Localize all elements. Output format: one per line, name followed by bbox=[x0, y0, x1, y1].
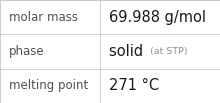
Text: melting point: melting point bbox=[9, 79, 88, 92]
Text: (at STP): (at STP) bbox=[150, 47, 187, 56]
Text: molar mass: molar mass bbox=[9, 11, 78, 24]
Text: solid: solid bbox=[109, 44, 152, 59]
Text: 69.988 g/mol: 69.988 g/mol bbox=[109, 10, 206, 25]
Text: 271 °C: 271 °C bbox=[109, 78, 159, 93]
Text: phase: phase bbox=[9, 45, 44, 58]
